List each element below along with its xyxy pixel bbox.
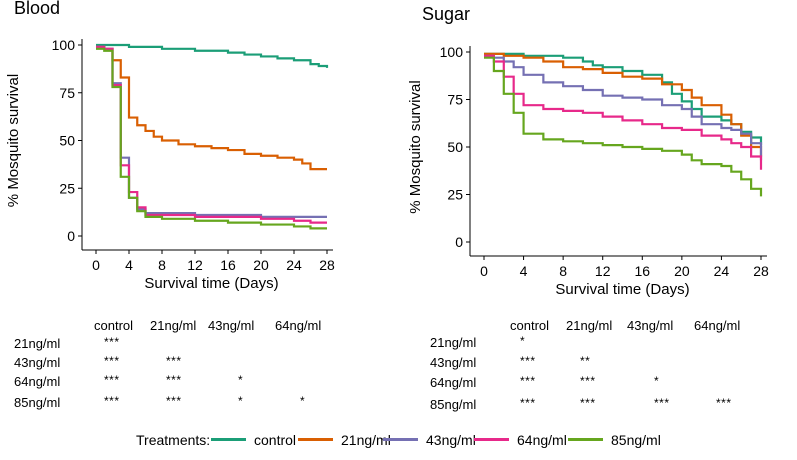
legend-item-43ng-ml: 43ng/ml <box>383 432 476 448</box>
x-tick-label: 16 <box>220 257 236 273</box>
y-tick-label: 0 <box>455 234 463 250</box>
y-tick-label: 25 <box>447 187 463 203</box>
legend-swatch <box>568 437 603 441</box>
stats-cell: *** <box>716 396 732 410</box>
stats-cell: * <box>300 394 306 408</box>
stats-row-label: 64ng/ml <box>430 375 477 390</box>
stats-column-header: 43ng/ml <box>627 318 674 333</box>
stats-cell: *** <box>520 374 536 388</box>
stats-column-header: 43ng/ml <box>208 318 255 333</box>
stats-row-label: 64ng/ml <box>14 374 61 389</box>
stats-column-header: 64ng/ml <box>275 318 322 333</box>
chart-title: Sugar <box>422 4 470 24</box>
legend-label: 43ng/ml <box>426 432 476 448</box>
stats-cell: *** <box>104 335 120 349</box>
x-axis-label: Survival time (Days) <box>144 275 278 292</box>
x-tick-label: 4 <box>125 257 133 273</box>
stats-cell: * <box>520 334 526 348</box>
legend-label: 64ng/ml <box>517 432 567 448</box>
x-tick-label: 8 <box>158 257 166 273</box>
stats-cell: * <box>238 394 244 408</box>
x-tick-label: 0 <box>92 257 100 273</box>
y-axis-label: % Mosquito survival <box>5 74 22 207</box>
stats-cell: *** <box>166 394 182 408</box>
stats-row-label: 85ng/ml <box>14 395 61 410</box>
chart-blood: Blood 0 25 50 75 100 0 4 8 12 16 20 24 28 Survival tim… <box>5 0 335 292</box>
y-tick-label: 75 <box>59 85 75 101</box>
stats-cell: ** <box>580 354 591 368</box>
y-axis-label: % Mosquito survival <box>407 80 424 213</box>
stats-cell: * <box>654 374 660 388</box>
series-line-64ng-ml <box>96 45 327 224</box>
y-tick-label: 0 <box>67 228 75 244</box>
series-line-control <box>484 52 763 146</box>
x-tick-label: 12 <box>187 257 203 273</box>
stats-cell: *** <box>104 373 120 387</box>
legend-item-21ng-ml: 21ng/ml <box>298 432 391 448</box>
stats-cell: *** <box>166 354 182 368</box>
x-tick-label: 12 <box>595 263 611 279</box>
y-tick-label: 100 <box>440 44 464 60</box>
stats-column-header: 21ng/ml <box>566 318 613 333</box>
legend-label: control <box>254 432 297 448</box>
x-tick-label: 24 <box>714 263 730 279</box>
x-tick-label: 20 <box>674 263 690 279</box>
stats-cell: *** <box>166 373 182 387</box>
x-tick-label: 8 <box>559 263 567 279</box>
stats-cell: *** <box>580 374 596 388</box>
stats-column-header: control <box>94 318 134 333</box>
legend-item-85ng-ml: 85ng/ml <box>568 432 661 448</box>
x-tick-label: 16 <box>634 263 650 279</box>
legend-swatch <box>298 437 333 441</box>
stats-column-header: control <box>510 318 550 333</box>
x-tick-label: 4 <box>520 263 528 279</box>
y-tick-label: 100 <box>52 37 76 53</box>
legend-label: 21ng/ml <box>341 432 391 448</box>
series-line-85ng-ml <box>96 47 327 230</box>
series-line-21ng-ml <box>484 52 763 157</box>
y-tick-label: 50 <box>447 139 463 155</box>
x-tick-label: 28 <box>753 263 769 279</box>
stats-cell: *** <box>104 394 120 408</box>
series-line-85ng-ml <box>484 56 763 197</box>
legend-item-control: control <box>211 432 296 448</box>
y-tick-label: 75 <box>447 92 463 108</box>
stats-cell: *** <box>104 354 120 368</box>
stats-column-header: 64ng/ml <box>694 318 741 333</box>
stats-cell: *** <box>654 396 670 410</box>
x-tick-label: 24 <box>286 257 302 273</box>
legend-title: Treatments: <box>136 432 211 448</box>
stats-cell: * <box>238 373 244 387</box>
series-line-control <box>96 43 329 68</box>
stats-cell: *** <box>580 396 596 410</box>
x-tick-label: 28 <box>319 257 335 273</box>
chart-title: Blood <box>14 0 60 18</box>
legend-swatch <box>211 437 246 441</box>
stats-column-header: 21ng/ml <box>150 318 197 333</box>
y-tick-label: 25 <box>59 180 75 196</box>
series-line-43ng-ml <box>484 54 763 161</box>
stats-row-label: 85ng/ml <box>430 397 477 412</box>
stats-row-label: 43ng/ml <box>14 355 61 370</box>
y-tick-label: 50 <box>59 133 75 149</box>
stats-row-label: 21ng/ml <box>14 336 61 351</box>
legend-swatch <box>474 437 509 441</box>
x-tick-label: 0 <box>480 263 488 279</box>
chart-sugar: Sugar 0 25 50 75 100 0 4 8 12 16 20 24 28 Survival tim… <box>407 4 769 298</box>
legend-swatch <box>383 437 418 441</box>
x-tick-label: 20 <box>253 257 269 273</box>
stats-row-label: 21ng/ml <box>430 335 477 350</box>
x-axis-label: Survival time (Days) <box>555 281 689 298</box>
stats-row-label: 43ng/ml <box>430 355 477 370</box>
stats-cell: *** <box>520 396 536 410</box>
legend-label: 85ng/ml <box>611 432 661 448</box>
series-line-21ng-ml <box>96 45 327 171</box>
stats-cell: *** <box>520 354 536 368</box>
legend-item-64ng-ml: 64ng/ml <box>474 432 567 448</box>
